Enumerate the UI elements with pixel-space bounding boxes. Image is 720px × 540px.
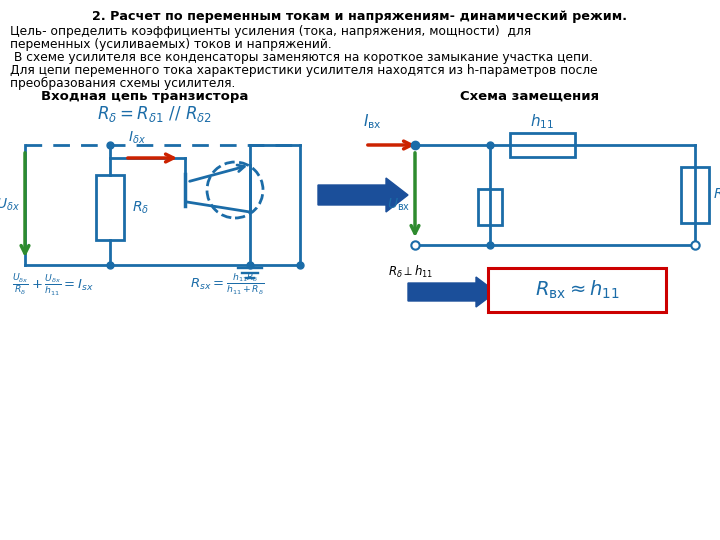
Text: В схеме усилителя все конденсаторы заменяются на короткое замыкание участка цепи: В схеме усилителя все конденсаторы замен…	[10, 51, 593, 64]
Text: $I_{\rm вх}$: $I_{\rm вх}$	[363, 112, 382, 131]
Text: $R_{\delta}$: $R_{\delta}$	[713, 187, 720, 203]
Bar	[510, 133, 575, 157]
Text: $U_{\rm вх}$: $U_{\rm вх}$	[387, 197, 410, 213]
Text: $\frac{U_{\delta x}}{R_{\delta}} + \frac{U_{\delta x}}{h_{11}} = I_{sx}$: $\frac{U_{\delta x}}{R_{\delta}} + \frac…	[12, 272, 94, 298]
Text: преобразования схемы усилителя.: преобразования схемы усилителя.	[10, 77, 235, 90]
Bar	[96, 175, 124, 240]
Text: переменных (усиливаемых) токов и напряжений.: переменных (усиливаемых) токов и напряже…	[10, 38, 332, 51]
Text: $R_{\delta} = R_{\delta 1}\ //\ R_{\delta 2}$: $R_{\delta} = R_{\delta 1}\ //\ R_{\delt…	[97, 104, 212, 124]
Text: $R_{\delta}$: $R_{\delta}$	[132, 199, 149, 215]
Text: Цель- определить коэффициенты усиления (тока, напряжения, мощности)  для: Цель- определить коэффициенты усиления (…	[10, 25, 531, 38]
Text: $h_{11}$: $h_{11}$	[531, 112, 554, 131]
Bar	[488, 268, 666, 312]
Text: Для цепи переменного тока характеристики усилителя находятся из h-параметров пос: Для цепи переменного тока характеристики…	[10, 64, 598, 77]
Text: $R_{\delta} \perp h_{11}$: $R_{\delta} \perp h_{11}$	[388, 264, 433, 280]
Text: Входная цепь транзистора: Входная цепь транзистора	[41, 90, 248, 103]
Bar	[681, 167, 709, 223]
Text: $U_{\delta x}$: $U_{\delta x}$	[0, 197, 20, 213]
Text: $I_{\delta x}$: $I_{\delta x}$	[128, 130, 146, 146]
Text: 2. Расчет по переменным токам и напряжениям- динамический режим.: 2. Расчет по переменным токам и напряжен…	[92, 10, 628, 23]
Bar	[478, 189, 502, 225]
Text: $R_{sx} = \frac{h_{11} R_{\delta}}{h_{11} + R_{\delta}}$: $R_{sx} = \frac{h_{11} R_{\delta}}{h_{11…	[190, 272, 264, 297]
Text: $R_{\rm вх} \approx h_{11}$: $R_{\rm вх} \approx h_{11}$	[535, 279, 619, 301]
Text: Схема замещения: Схема замещения	[460, 90, 600, 103]
FancyArrow shape	[408, 277, 496, 307]
FancyArrow shape	[318, 178, 408, 212]
